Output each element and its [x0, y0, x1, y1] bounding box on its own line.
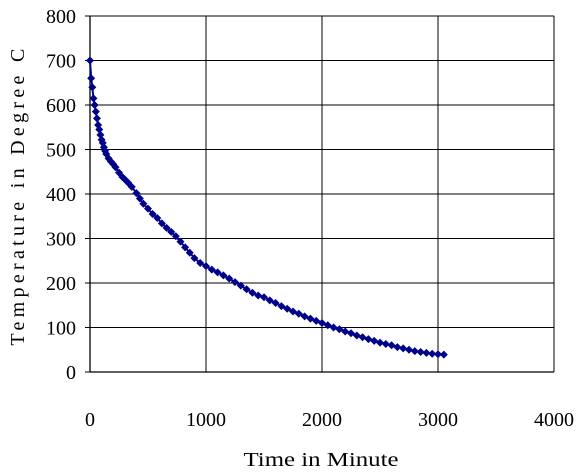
data-point: [148, 210, 157, 219]
data-point: [87, 74, 96, 83]
y-tick-label: 500: [46, 140, 76, 162]
data-point: [335, 325, 344, 334]
data-point: [323, 321, 332, 330]
y-tick-label: 800: [46, 6, 76, 28]
data-point: [254, 291, 263, 300]
data-point: [283, 304, 292, 313]
data-point: [399, 344, 408, 353]
data-point: [213, 268, 222, 277]
data-point: [231, 278, 239, 287]
gridlines: [90, 15, 555, 372]
data-point: [92, 114, 101, 123]
data-point: [428, 349, 437, 358]
data-point: [387, 341, 396, 350]
data-point: [439, 350, 448, 359]
data-point: [364, 335, 373, 344]
data-point: [153, 214, 162, 223]
data-point: [294, 309, 303, 318]
x-axis-title: Time in Minute: [244, 449, 399, 471]
x-tick-label: 3000: [418, 409, 458, 431]
data-point: [306, 314, 315, 323]
x-tick-label: 0: [85, 409, 95, 431]
data-point: [289, 307, 297, 316]
data-point: [370, 336, 379, 345]
data-point: [185, 248, 194, 257]
data-point: [236, 281, 245, 290]
y-tick-label: 0: [66, 362, 76, 384]
data-point: [89, 94, 98, 103]
data-point: [132, 189, 141, 198]
data-point: [271, 299, 280, 308]
data-point: [376, 338, 384, 347]
data-point: [248, 288, 257, 297]
data-point: [176, 237, 185, 246]
data-point: [202, 262, 210, 271]
y-tick-label: 700: [46, 51, 76, 73]
data-point: [86, 56, 94, 65]
data-point: [277, 302, 286, 311]
data-point: [225, 274, 234, 283]
data-point: [341, 327, 350, 336]
data-point: [157, 219, 166, 228]
data-point: [190, 254, 199, 263]
data-point: [381, 339, 390, 348]
data-point: [300, 312, 309, 321]
x-tick-label: 4000: [534, 409, 574, 431]
data-point: [410, 347, 419, 356]
data-point: [347, 329, 355, 338]
data-point: [318, 319, 326, 328]
data-point: [422, 348, 431, 357]
data-point: [242, 285, 251, 294]
data-point: [135, 194, 144, 203]
data-point: [90, 101, 99, 109]
x-tick-label: 1000: [186, 409, 226, 431]
y-tick-label: 100: [46, 318, 76, 340]
data-point: [260, 293, 268, 302]
data-point: [111, 163, 120, 172]
y-tick-label: 200: [46, 273, 76, 295]
data-point: [171, 232, 180, 241]
data-point: [139, 199, 148, 208]
data-point: [358, 333, 367, 342]
tick-labels: 0 100 200 300 400 500 600 700 800 0 1000 2000 3000 40…: [46, 6, 574, 431]
data-point: [181, 243, 190, 252]
data-point: [405, 345, 413, 354]
data-point: [167, 227, 176, 236]
x-tick-label: 2000: [302, 409, 342, 431]
data-series: [86, 56, 448, 359]
data-point: [434, 350, 442, 359]
y-tick-label: 300: [46, 229, 76, 251]
data-point: [416, 347, 425, 356]
data-point: [207, 265, 216, 274]
data-point: [144, 204, 152, 213]
data-point: [196, 258, 205, 267]
y-tick-label: 600: [46, 95, 76, 117]
data-point: [88, 83, 97, 92]
data-point: [352, 331, 361, 340]
data-point: [162, 223, 171, 232]
data-point: [329, 323, 338, 332]
data-point: [219, 271, 228, 280]
data-point: [91, 107, 100, 116]
data-point: [95, 125, 104, 134]
y-axis-title: Temperature in Degree C: [7, 44, 29, 345]
data-point: [127, 182, 136, 191]
data-point: [312, 316, 321, 325]
data-point: [265, 296, 274, 305]
y-tick-label: 400: [46, 184, 76, 206]
data-point: [393, 343, 402, 352]
